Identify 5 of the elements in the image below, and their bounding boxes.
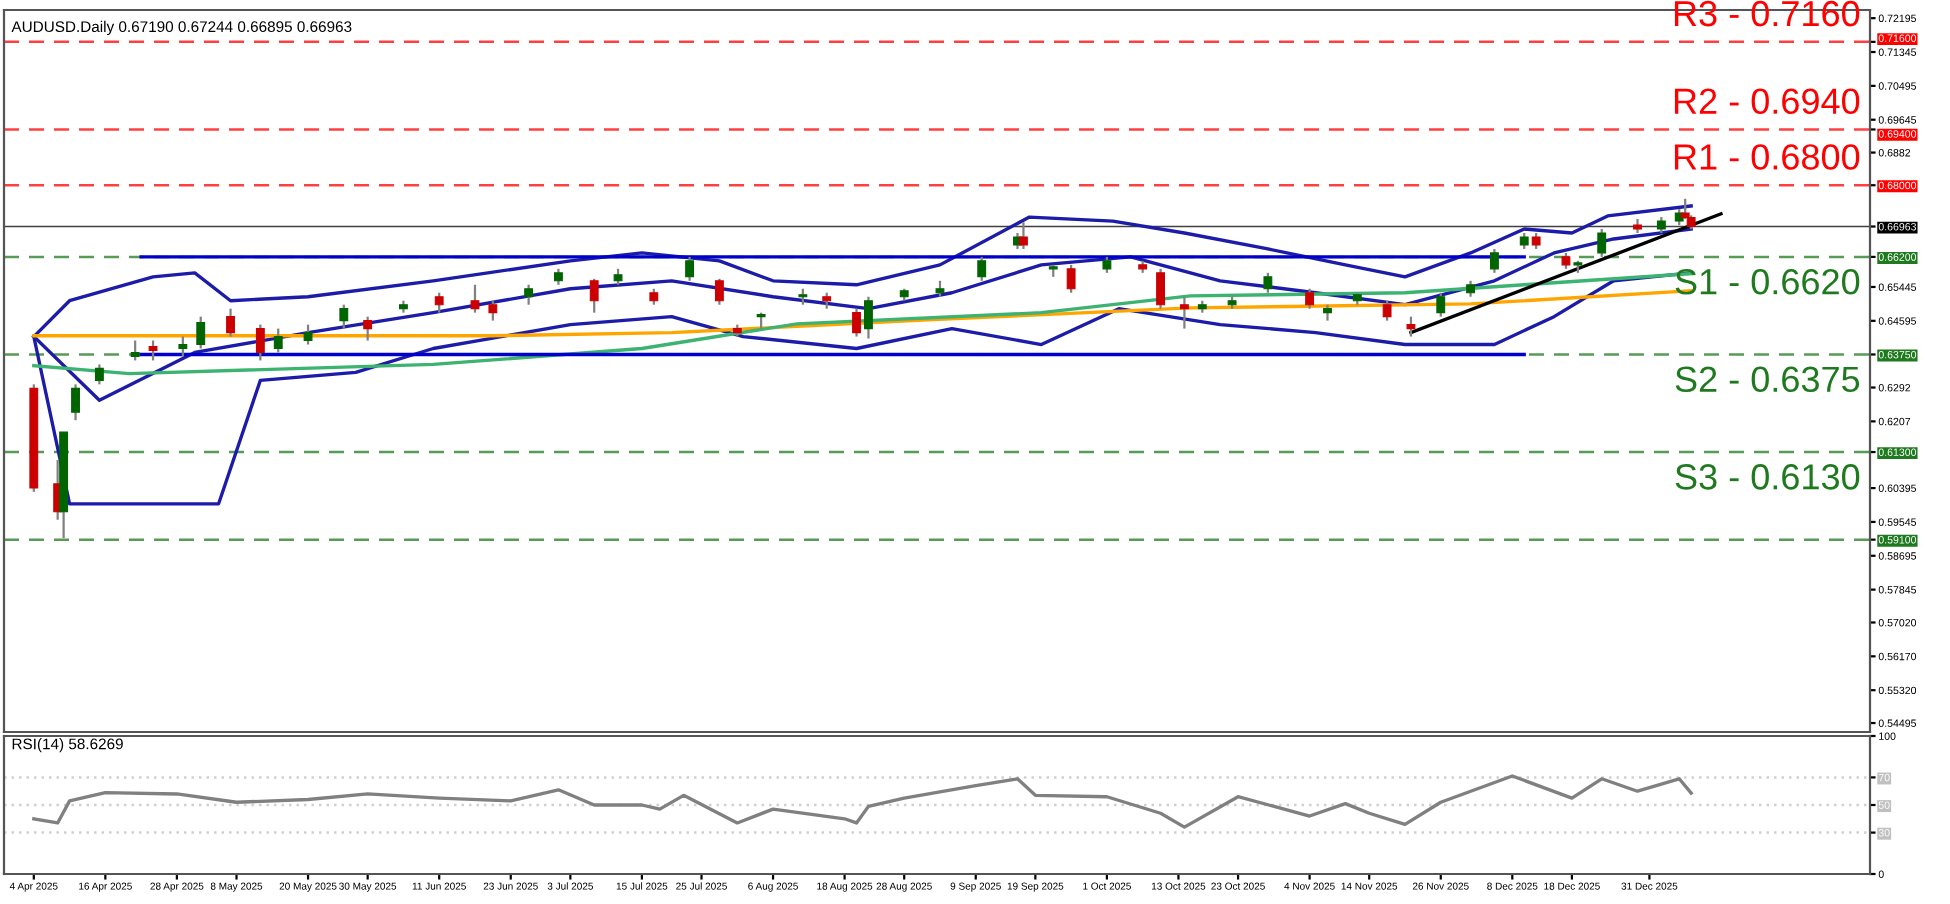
- ref-line-label: R1 - 0.6800: [1674, 144, 1860, 170]
- ref-line-label: S3 - 0.6130: [1675, 464, 1860, 490]
- ref-line-label: R2 - 0.6940: [1674, 88, 1860, 114]
- ref-line-label: S1 - 0.6620: [1675, 268, 1860, 295]
- ref-line-label: S2 - 0.6375: [1675, 366, 1860, 393]
